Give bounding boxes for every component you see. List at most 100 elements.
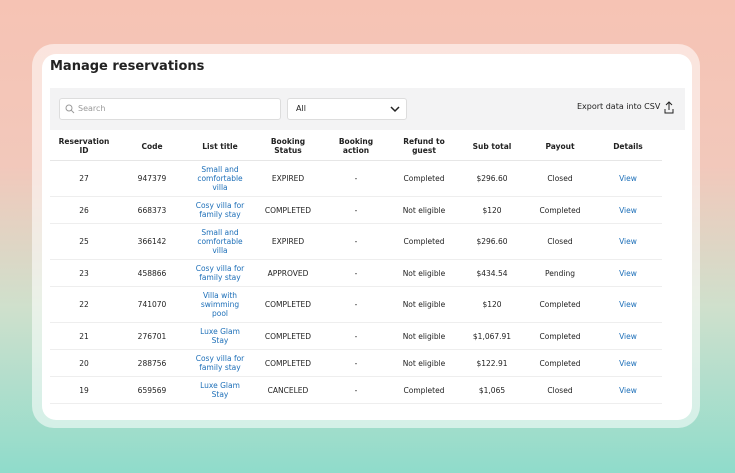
- table-cell: Completed: [390, 223, 458, 260]
- column-header: Details: [594, 132, 662, 161]
- table-cell: $120: [458, 286, 526, 323]
- table-cell: -: [322, 286, 390, 323]
- table-cell: 22: [50, 286, 118, 323]
- table-cell: 366142: [118, 223, 186, 260]
- table-cell: Closed: [526, 223, 594, 260]
- table-cell: 19: [50, 376, 118, 404]
- table-cell: Completed: [390, 160, 458, 197]
- table-cell: Not eligible: [390, 349, 458, 377]
- view-link[interactable]: View: [594, 160, 662, 197]
- table-cell: 741070: [118, 286, 186, 323]
- filter-value: All: [296, 104, 306, 113]
- table-cell: Closed: [526, 160, 594, 197]
- table-cell: 25: [50, 223, 118, 260]
- column-header: Code: [118, 132, 186, 161]
- table-cell: $1,067.91: [458, 322, 526, 350]
- header-row: Reservation ID Code List title Booking Stat…: [50, 132, 662, 161]
- view-link[interactable]: View: [594, 322, 662, 350]
- table-cell: 26: [50, 196, 118, 224]
- table-cell: 288756: [118, 349, 186, 377]
- column-header: Refund to guest: [390, 132, 458, 161]
- reservations-table: Reservation ID Code List title Booking Stat…: [50, 132, 662, 404]
- table-cell: Not eligible: [390, 259, 458, 287]
- view-link[interactable]: View: [594, 223, 662, 260]
- table-cell: 947379: [118, 160, 186, 197]
- table-cell: Not eligible: [390, 286, 458, 323]
- view-link[interactable]: View: [594, 259, 662, 287]
- table-cell: $434.54: [458, 259, 526, 287]
- table-cell: -: [322, 196, 390, 224]
- table-cell: $122.91: [458, 349, 526, 377]
- table-cell: $120: [458, 196, 526, 224]
- table-cell: COMPLETED: [254, 286, 322, 323]
- list-title-link[interactable]: Small and comfortable villa: [186, 223, 254, 260]
- table-cell: Completed: [526, 196, 594, 224]
- table-cell: $296.60: [458, 223, 526, 260]
- search-placeholder: Search: [78, 104, 106, 113]
- table-cell: Completed: [526, 349, 594, 377]
- table-row: 23 458866 Cosy villa for family stay APPROV…: [50, 259, 662, 287]
- table-cell: -: [322, 349, 390, 377]
- table-cell: Pending: [526, 259, 594, 287]
- table-cell: $1,065: [458, 376, 526, 404]
- table-cell: 458866: [118, 259, 186, 287]
- list-title-link[interactable]: Luxe Glam Stay: [186, 376, 254, 404]
- table-cell: -: [322, 160, 390, 197]
- table-cell: COMPLETED: [254, 349, 322, 377]
- table-cell: EXPIRED: [254, 160, 322, 197]
- table-cell: 21: [50, 322, 118, 350]
- upload-icon[interactable]: [663, 101, 675, 115]
- table-container: Reservation ID Code List title Booking Stat…: [50, 132, 685, 420]
- list-title-link[interactable]: Cosy villa for family stay: [186, 259, 254, 287]
- column-header: Payout: [526, 132, 594, 161]
- table-cell: 668373: [118, 196, 186, 224]
- column-header: Sub total: [458, 132, 526, 161]
- table-cell: 23: [50, 259, 118, 287]
- chevron-icon: [390, 106, 400, 113]
- list-title-link[interactable]: Luxe Glam Stay: [186, 322, 254, 350]
- table-cell: Completed: [526, 286, 594, 323]
- column-header: Booking action: [322, 132, 390, 161]
- table-cell: CANCELED: [254, 376, 322, 404]
- table-cell: 20: [50, 349, 118, 377]
- column-header: Reservation ID: [50, 132, 118, 161]
- table-cell: APPROVED: [254, 259, 322, 287]
- table-cell: -: [322, 259, 390, 287]
- view-link[interactable]: View: [594, 349, 662, 377]
- table-cell: 659569: [118, 376, 186, 404]
- table-cell: 276701: [118, 322, 186, 350]
- toolbar: Search All Export data into CSV: [50, 88, 685, 130]
- table-cell: Not eligible: [390, 322, 458, 350]
- table-cell: $296.60: [458, 160, 526, 197]
- search-icon: [65, 104, 75, 114]
- list-title-link[interactable]: Villa with swimming pool: [186, 286, 254, 323]
- list-title-link[interactable]: Cosy villa for family stay: [186, 196, 254, 224]
- column-header: List title: [186, 132, 254, 161]
- view-link[interactable]: View: [594, 376, 662, 404]
- export-button[interactable]: Export data into CSV: [577, 102, 661, 111]
- table-row: 27 947379 Small and comfortable villa EXPIR…: [50, 160, 662, 197]
- card: Manage reservations Search All Export da…: [42, 54, 692, 420]
- table-cell: 27: [50, 160, 118, 197]
- view-link[interactable]: View: [594, 196, 662, 224]
- table-row: 25 366142 Small and comfortable villa EXPIR…: [50, 223, 662, 260]
- table-row: 19 659569 Luxe Glam Stay CANCELED - Completed…: [50, 376, 662, 404]
- table-cell: Completed: [390, 376, 458, 404]
- list-title-link[interactable]: Cosy villa for family stay: [186, 349, 254, 377]
- column-header: Booking Status: [254, 132, 322, 161]
- search-input[interactable]: Search: [59, 98, 281, 120]
- table-row: 21 276701 Luxe Glam Stay COMPLETED - Not elig…: [50, 322, 662, 350]
- filter-select[interactable]: All: [287, 98, 407, 120]
- table-cell: Not eligible: [390, 196, 458, 224]
- view-link[interactable]: View: [594, 286, 662, 323]
- table-row: 26 668373 Cosy villa for family stay COMPLE…: [50, 196, 662, 224]
- table-cell: -: [322, 322, 390, 350]
- table-cell: Closed: [526, 376, 594, 404]
- list-title-link[interactable]: Small and comfortable villa: [186, 160, 254, 197]
- table-cell: COMPLETED: [254, 322, 322, 350]
- table-cell: -: [322, 223, 390, 260]
- table-cell: -: [322, 376, 390, 404]
- table-cell: COMPLETED: [254, 196, 322, 224]
- table-row: 20 288756 Cosy villa for family stay COMPLE…: [50, 349, 662, 377]
- table-cell: EXPIRED: [254, 223, 322, 260]
